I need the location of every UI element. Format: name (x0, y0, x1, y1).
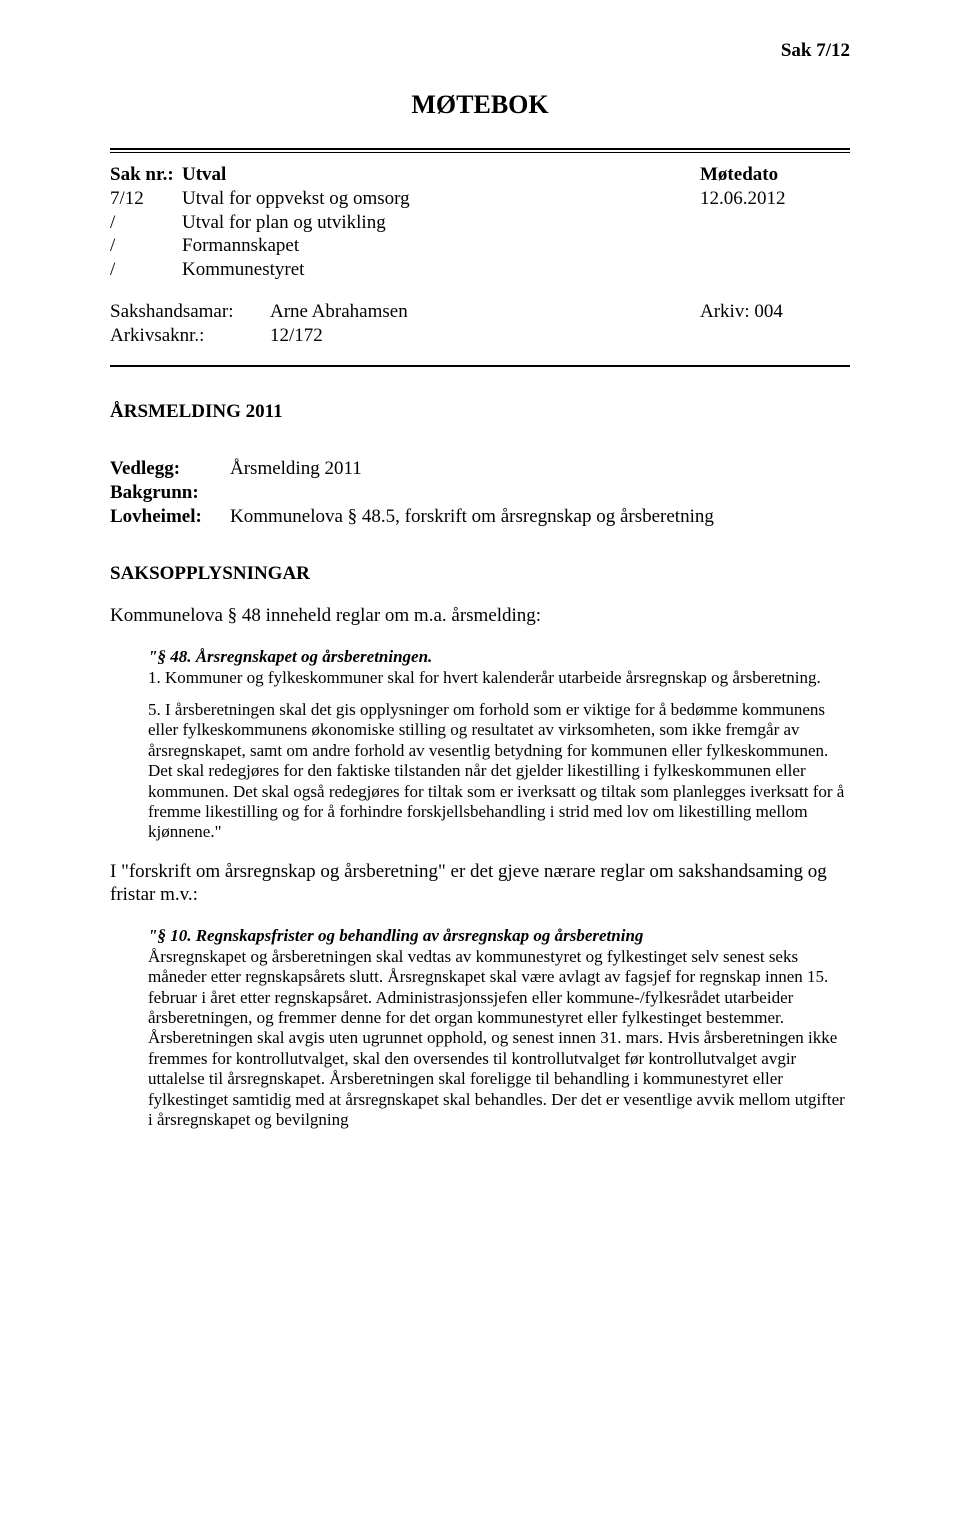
sak-label: Sakshandsamar: (110, 300, 270, 324)
meeting-meta-table: Sak nr.: Utval Møtedato 7/12 Utval for o… (110, 163, 850, 282)
vedlegg-value: Kommunelova § 48.5, forskrift om årsregn… (230, 505, 850, 529)
rule-thick-top (110, 148, 850, 150)
quote-block-2: "§ 10. Regnskapsfrister og behandling av… (148, 926, 850, 1130)
vedlegg-row: Vedlegg: Årsmelding 2011 (110, 457, 850, 481)
meta-row: / Formannskapet (110, 234, 850, 258)
quote-paragraph: Årsregnskapet og årsberetningen skal ved… (148, 947, 850, 1131)
document-title: MØTEBOK (110, 90, 850, 120)
sak-row: Arkivsaknr.: 12/172 (110, 324, 850, 348)
top-reference: Sak 7/12 (110, 40, 850, 62)
document-page: Sak 7/12 MØTEBOK Sak nr.: Utval Møtedato… (0, 0, 960, 1517)
vedlegg-label: Lovheimel: (110, 505, 230, 529)
vedlegg-value (230, 481, 850, 505)
sak-value: 12/172 (270, 324, 700, 348)
meta-header-utval: Utval (182, 163, 700, 187)
meta-cell: Utval for plan og utvikling (182, 211, 700, 235)
meta-cell: / (110, 234, 182, 258)
meta-cell: / (110, 211, 182, 235)
meta-row: / Utval for plan og utvikling (110, 211, 850, 235)
meta-cell: 12.06.2012 (700, 187, 850, 211)
sak-arkiv: Arkiv: 004 (700, 300, 850, 324)
meta-cell (700, 258, 850, 282)
vedlegg-value: Årsmelding 2011 (230, 457, 850, 481)
case-handler-block: Sakshandsamar: Arne Abrahamsen Arkiv: 00… (110, 300, 850, 348)
spacer (148, 688, 850, 700)
meta-cell: Utval for oppvekst og omsorg (182, 187, 700, 211)
quote-heading: "§ 48. Årsregnskapet og årsberetningen. (148, 647, 432, 666)
sub-heading: SAKSOPPLYSNINGAR (110, 563, 850, 585)
vedlegg-label: Vedlegg: (110, 457, 230, 481)
meta-header-saknr: Sak nr.: (110, 163, 182, 187)
meta-cell: 7/12 (110, 187, 182, 211)
section-heading: ÅRSMELDING 2011 (110, 401, 850, 423)
meta-header-row: Sak nr.: Utval Møtedato (110, 163, 850, 187)
meta-cell: Kommunestyret (182, 258, 700, 282)
quote-paragraph: 1. Kommuner og fylkeskommuner skal for h… (148, 668, 850, 688)
meta-row: / Kommunestyret (110, 258, 850, 282)
attachment-block: Vedlegg: Årsmelding 2011 Bakgrunn: Lovhe… (110, 457, 850, 528)
rule-thin-top (110, 152, 850, 153)
paragraph: Kommunelova § 48 inneheld reglar om m.a.… (110, 605, 850, 628)
meta-cell (700, 234, 850, 258)
rule-thick-bottom (110, 365, 850, 367)
meta-cell: Formannskapet (182, 234, 700, 258)
quote-heading: "§ 10. Regnskapsfrister og behandling av… (148, 926, 643, 945)
sak-value: Arne Abrahamsen (270, 300, 700, 324)
quote-paragraph: 5. I årsberetningen skal det gis opplysn… (148, 700, 850, 843)
vedlegg-label: Bakgrunn: (110, 481, 230, 505)
sak-arkiv (700, 324, 850, 348)
sak-row: Sakshandsamar: Arne Abrahamsen Arkiv: 00… (110, 300, 850, 324)
meta-row: 7/12 Utval for oppvekst og omsorg 12.06.… (110, 187, 850, 211)
vedlegg-row: Bakgrunn: (110, 481, 850, 505)
meta-header-date: Møtedato (700, 163, 850, 187)
sak-label: Arkivsaknr.: (110, 324, 270, 348)
paragraph: I "forskrift om årsregnskap og årsberetn… (110, 861, 850, 907)
vedlegg-row: Lovheimel: Kommunelova § 48.5, forskrift… (110, 505, 850, 529)
meta-cell (700, 211, 850, 235)
quote-block-1: "§ 48. Årsregnskapet og årsberetningen. … (148, 647, 850, 843)
meta-cell: / (110, 258, 182, 282)
